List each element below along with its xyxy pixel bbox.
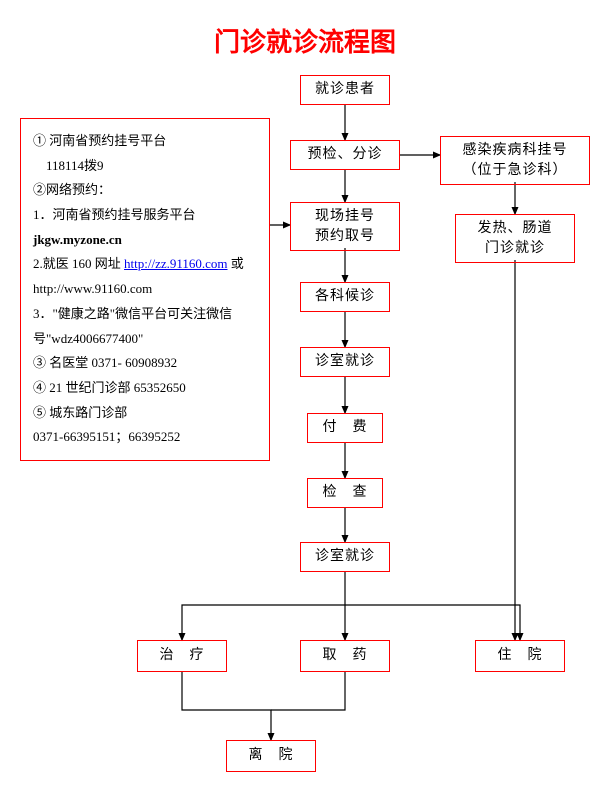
info-line: jkgw.myzone.cn [33, 228, 257, 253]
page-title: 门诊就诊流程图 [0, 22, 610, 59]
flow-node-n10: 取 药 [300, 640, 390, 672]
info-line: ③ 名医堂 0371- 60908932 [33, 351, 257, 376]
flow-node-n6: 付 费 [307, 413, 383, 443]
title-text: 门诊就诊流程图 [214, 28, 396, 57]
edge [345, 605, 520, 640]
flow-node-n2: 预检、分诊 [290, 140, 400, 170]
flow-node-n3: 现场挂号 预约取号 [290, 202, 400, 251]
flow-node-n4: 各科候诊 [300, 282, 390, 312]
edge [271, 672, 345, 710]
info-line: 118114拨9 [33, 154, 257, 179]
info-line: ① 河南省预约挂号平台 [33, 129, 257, 154]
flow-node-n12: 离 院 [226, 740, 316, 772]
flow-node-n8: 诊室就诊 [300, 542, 390, 572]
info-line: ④ 21 世纪门诊部 65352650 [33, 376, 257, 401]
info-line: ②网络预约： [33, 178, 257, 203]
info-line: 2.就医 160 网址 http://zz.91160.com 或 [33, 252, 257, 277]
flow-node-n1: 就诊患者 [300, 75, 390, 105]
flow-node-n5: 诊室就诊 [300, 347, 390, 377]
flow-node-n13: 感染疾病科挂号 （位于急诊科） [440, 136, 590, 185]
edge [182, 572, 345, 640]
flow-node-n11: 住 院 [475, 640, 565, 672]
info-line: 号"wdz4006677400" [33, 327, 257, 352]
edge [182, 672, 271, 740]
flow-node-n14: 发热、肠道 门诊就诊 [455, 214, 575, 263]
info-link[interactable]: http://zz.91160.com [124, 256, 228, 271]
info-line: 0371-66395151；66395252 [33, 425, 257, 450]
flow-node-n7: 检 查 [307, 478, 383, 508]
info-line: 3．"健康之路"微信平台可关注微信 [33, 302, 257, 327]
info-line: ⑤ 城东路门诊部 [33, 401, 257, 426]
info-box: ① 河南省预约挂号平台 118114拨9②网络预约：1．河南省预约挂号服务平台j… [20, 118, 270, 461]
info-line: http://www.91160.com [33, 277, 257, 302]
flow-node-n9: 治 疗 [137, 640, 227, 672]
info-line: 1．河南省预约挂号服务平台 [33, 203, 257, 228]
